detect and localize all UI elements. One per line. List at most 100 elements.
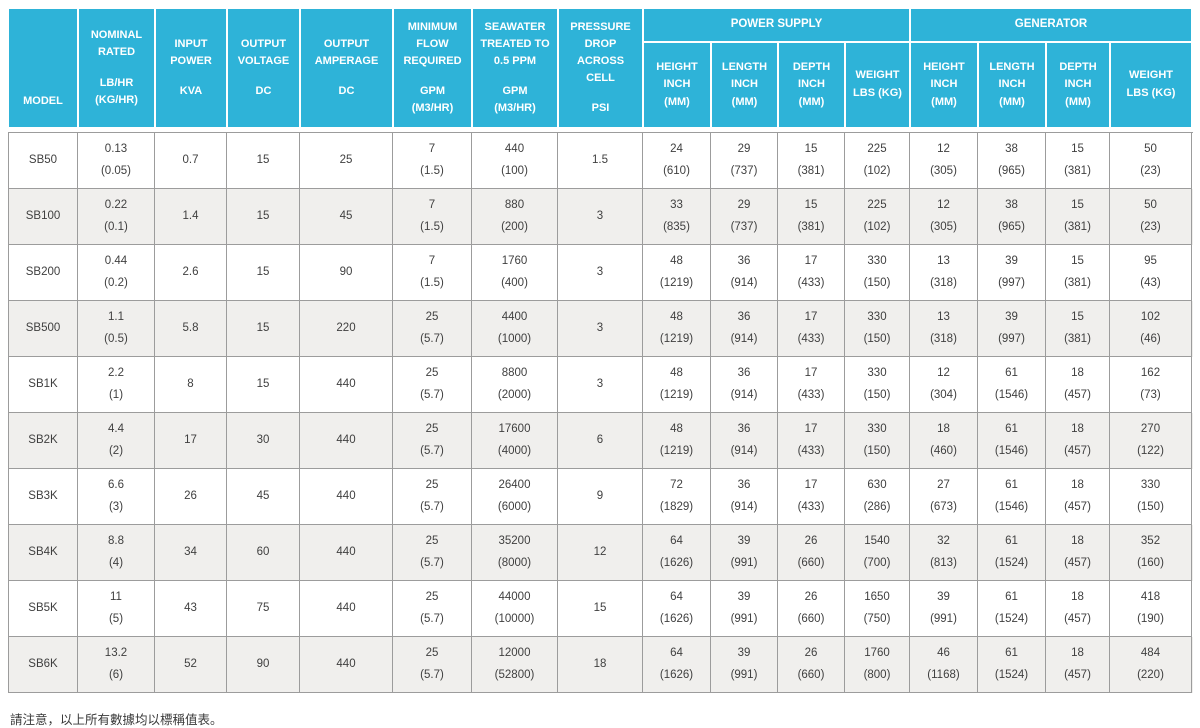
cell-line: 61 (1005, 646, 1018, 659)
cell-line: 90 (256, 657, 270, 670)
cell-line: 0.13 (104, 142, 128, 155)
cell-line: 36 (737, 366, 751, 379)
cell-line: 48 (670, 366, 683, 379)
value-cell: 12 (304) (910, 357, 978, 413)
cell-line: 1540 (864, 534, 890, 547)
cell-line: 39 (737, 590, 751, 603)
cell-line: (286) (863, 501, 891, 513)
value-cell: 61 (1546) (978, 413, 1046, 469)
cell-line: 440 (336, 657, 356, 670)
column-unit: DC (338, 85, 355, 98)
cell-line: (6) (108, 669, 124, 681)
cell-line: 45 (256, 489, 270, 502)
cell-line: 26 (804, 590, 818, 603)
cell-line: 3 (596, 321, 604, 334)
column-header-output-amperage: OUTPUT AMPERAGE DC (300, 8, 393, 128)
value-cell: 46 (1168) (910, 637, 978, 693)
value-cell: 1.1 (0.5) (78, 301, 155, 357)
cell-line: (5.7) (420, 501, 444, 513)
cell-line: 25 (425, 534, 439, 547)
table-row: SB100 0.22 (0.1) 1.4 15 45 7 (1.5) 880 (200) 3 33 (8… (9, 189, 1193, 245)
value-cell: 12 (558, 525, 643, 581)
cell-line: 484 (1140, 646, 1161, 659)
table-row: SB3K 6.6 (3) 26 45 440 25 (5.7) 26400 (6000) 9 72 (1… (9, 469, 1193, 525)
value-cell: 2.6 (155, 245, 227, 301)
value-cell: 15 (381) (778, 189, 845, 245)
cell-line: 26 (804, 534, 818, 547)
cell-line: (1000) (497, 333, 532, 345)
cell-line: 75 (256, 601, 270, 614)
cell-line: (1524) (994, 669, 1029, 681)
value-cell: 162 (73) (1110, 357, 1192, 413)
cell-line: 18 (1071, 646, 1084, 659)
cell-line: 12 (937, 198, 950, 211)
cell-line: 8800 (501, 366, 528, 379)
value-cell: 61 (1524) (978, 525, 1046, 581)
cell-line: 33 (670, 198, 683, 211)
cell-line: (160) (1137, 557, 1164, 569)
cell-line: 24 (670, 142, 683, 155)
value-cell: 17 (433) (778, 469, 845, 525)
cell-line: 64 (670, 646, 683, 659)
value-cell: 17 (433) (778, 301, 845, 357)
cell-line: 39 (937, 590, 950, 603)
subcolumn-header-gen-height: HEIGHT INCH (MM) (910, 42, 978, 128)
value-cell: 15 (558, 581, 643, 637)
value-cell: 418 (190) (1110, 581, 1192, 637)
value-cell: 440 (300, 469, 393, 525)
table-row: SB500 1.1 (0.5) 5.8 15 220 25 (5.7) 4400 (1000) 3 4… (9, 301, 1193, 357)
model-cell: SB5K (9, 581, 78, 637)
value-cell: 12 (305) (910, 133, 978, 189)
value-cell: 225 (102) (845, 133, 910, 189)
cell-line: (102) (863, 165, 891, 177)
value-cell: 8 (155, 357, 227, 413)
column-label: DEPTH INCH (MM) (1059, 60, 1097, 108)
column-header-nominal-rated: NOMINAL RATED LB/HR (KG/HR) (78, 8, 155, 128)
cell-line: 4400 (501, 310, 528, 323)
cell-line: 6 (596, 433, 604, 446)
cell-line: 60 (256, 545, 270, 558)
cell-line: 36 (737, 254, 751, 267)
value-cell: 15 (381) (1046, 189, 1110, 245)
cell-line: 13 (937, 310, 950, 323)
cell-line: (23) (1140, 221, 1161, 233)
model-cell: SB4K (9, 525, 78, 581)
cell-line: 52 (184, 657, 197, 670)
cell-line: 45 (339, 209, 353, 222)
value-cell: 48 (1219) (643, 245, 711, 301)
value-cell: 48 (1219) (643, 413, 711, 469)
cell-line: (1219) (659, 277, 694, 289)
cell-line: (100) (501, 165, 528, 177)
value-cell: 13 (318) (910, 301, 978, 357)
value-cell: 15 (227, 245, 300, 301)
cell-line: 418 (1140, 590, 1161, 603)
cell-line: 32 (937, 534, 950, 547)
cell-line: (8000) (497, 557, 532, 569)
cell-line: (457) (1064, 557, 1091, 569)
value-cell: 17 (433) (778, 245, 845, 301)
cell-line: 43 (184, 601, 197, 614)
value-cell: 25 (5.7) (393, 637, 472, 693)
value-cell: 50 (23) (1110, 189, 1192, 245)
cell-line: 15 (804, 142, 818, 155)
table-row: SB1K 2.2 (1) 8 15 440 25 (5.7) 8800 (2000) 3 48 (121… (9, 357, 1193, 413)
cell-line: 44000 (498, 590, 531, 603)
value-cell: 26 (660) (778, 637, 845, 693)
cell-line: (381) (1064, 221, 1091, 233)
value-cell: 1.4 (155, 189, 227, 245)
cell-line: SB2K (28, 433, 58, 446)
cell-line: (122) (1137, 445, 1164, 457)
cell-line: (991) (730, 613, 758, 625)
value-cell: 3 (558, 245, 643, 301)
value-cell: 25 (5.7) (393, 301, 472, 357)
value-cell: 630 (286) (845, 469, 910, 525)
value-cell: 15 (227, 189, 300, 245)
cell-line: 18 (593, 657, 607, 670)
cell-line: 2.6 (182, 265, 199, 278)
cell-line: (965) (998, 221, 1025, 233)
cell-line: 440 (336, 601, 356, 614)
value-cell: 17 (433) (778, 413, 845, 469)
cell-line: 4.4 (108, 422, 124, 435)
cell-line: 440 (336, 377, 356, 390)
value-cell: 18 (460) (910, 413, 978, 469)
